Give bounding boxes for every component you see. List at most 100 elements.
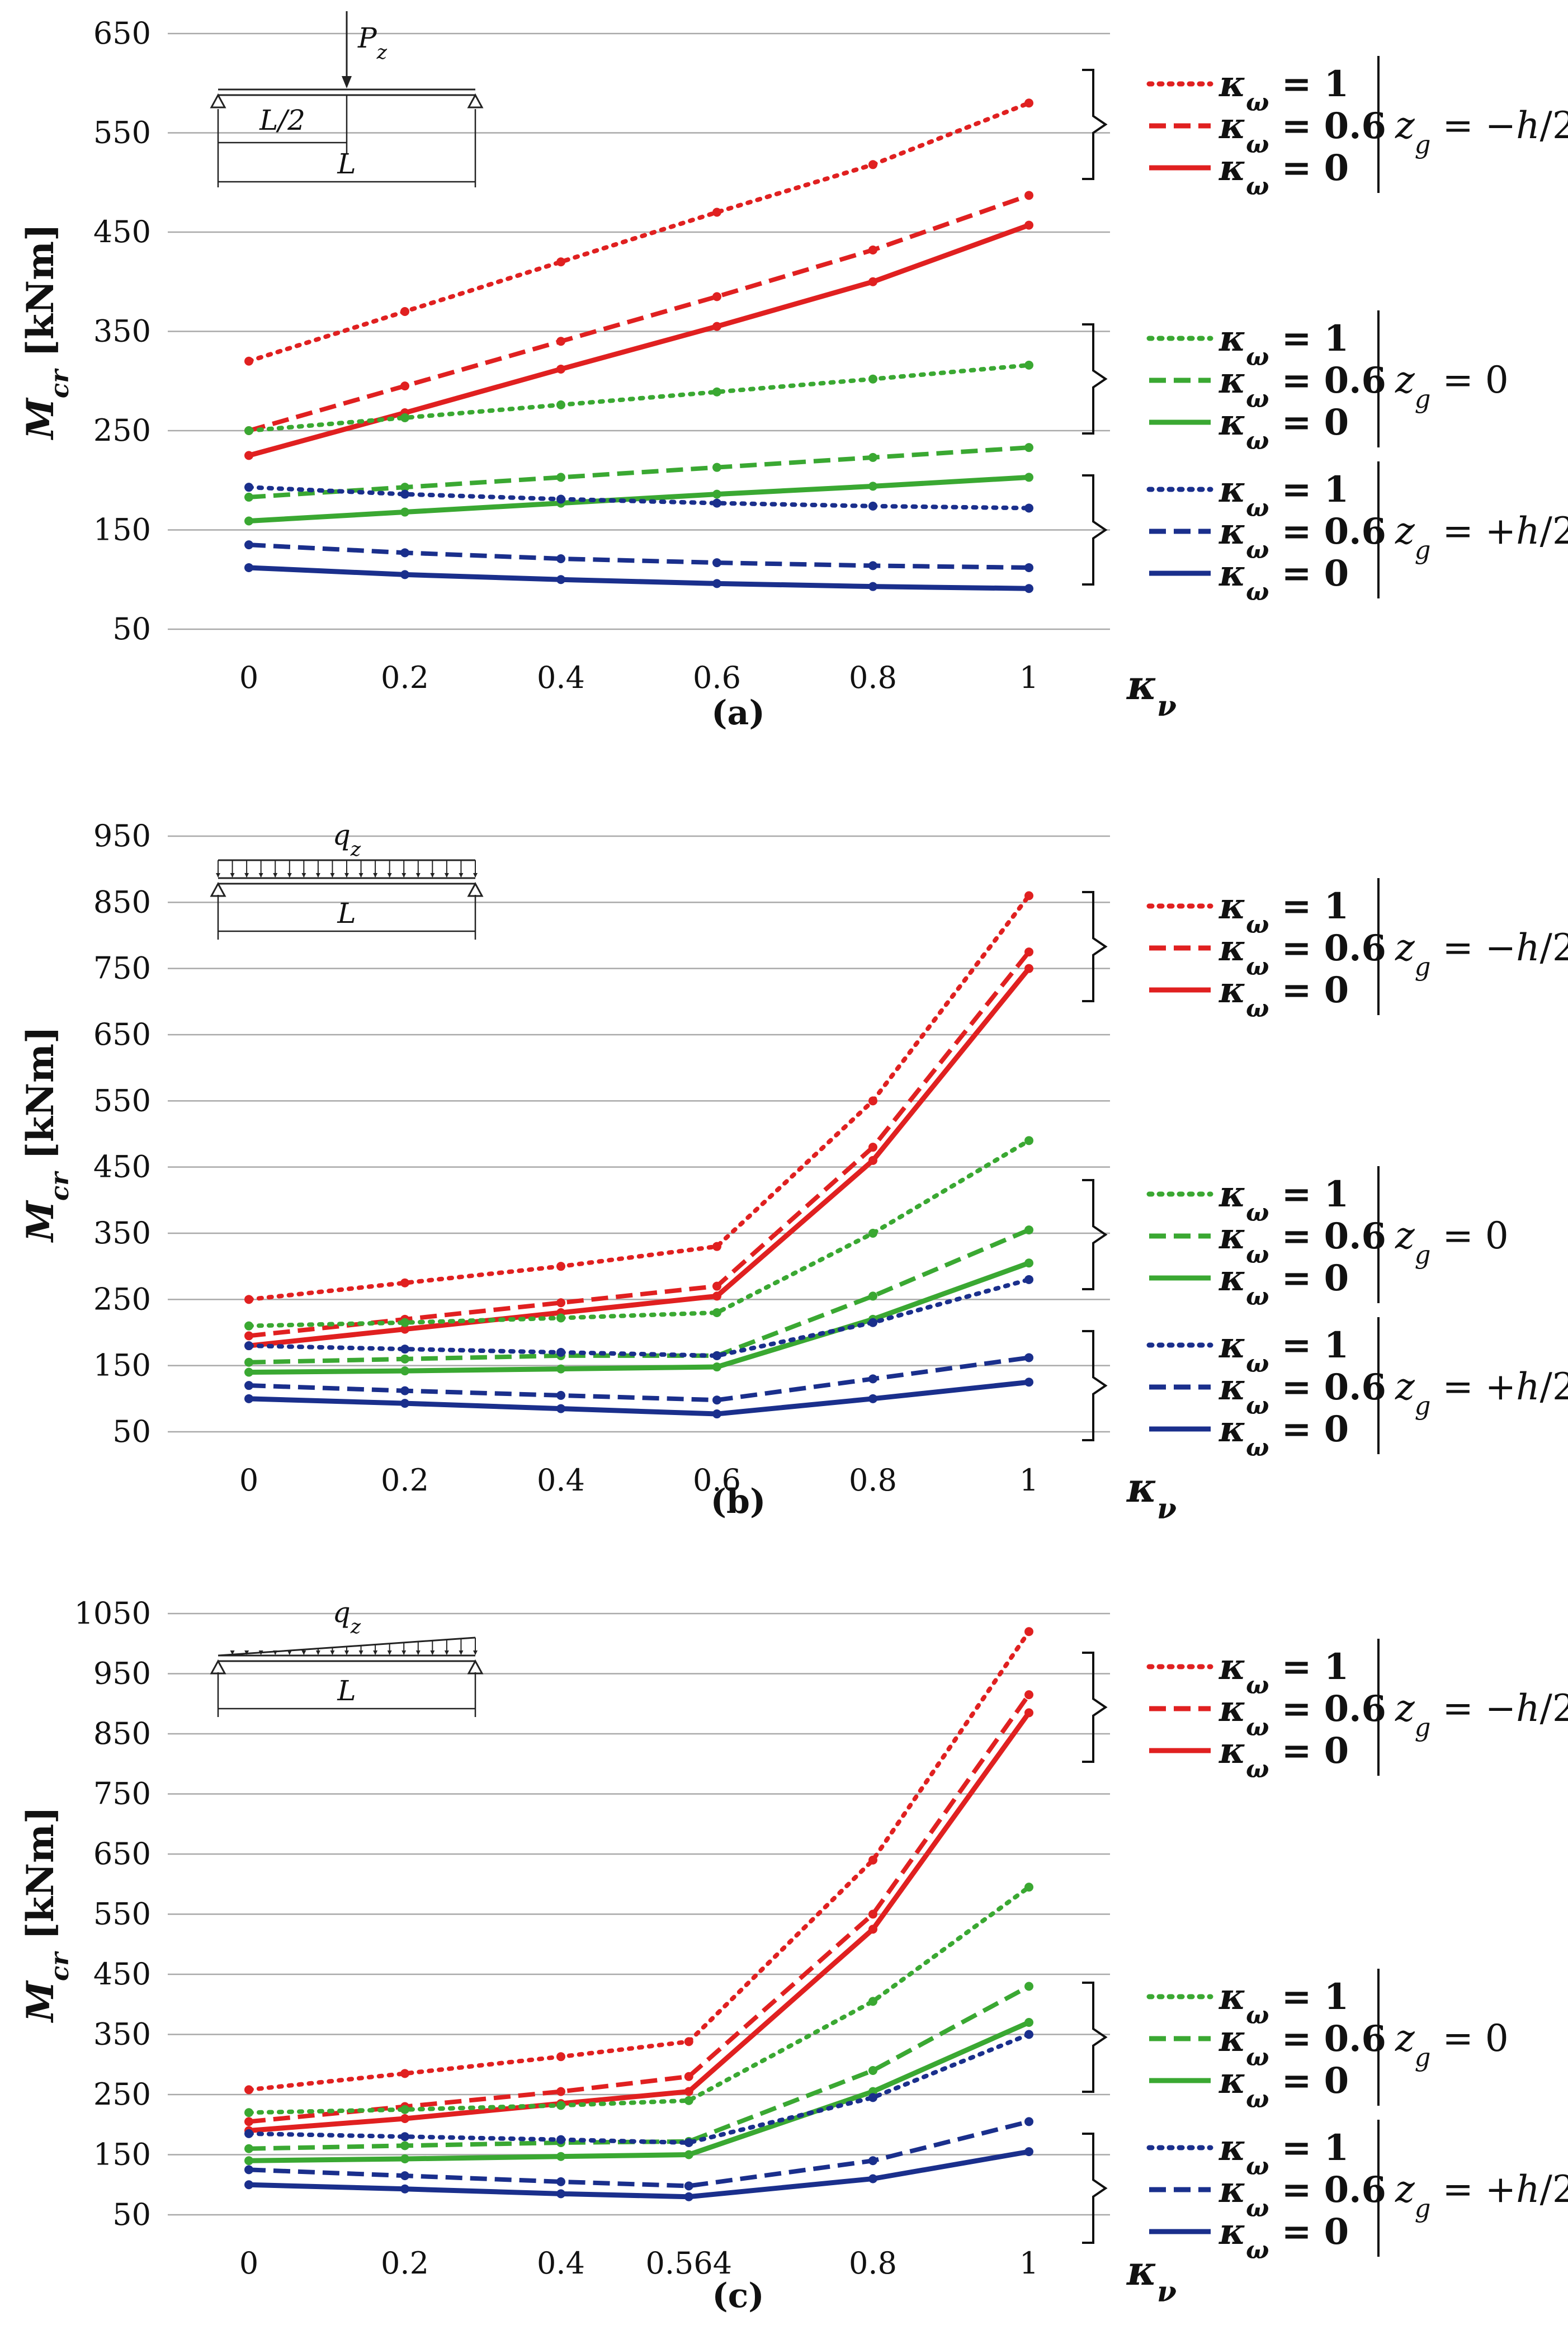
- data-point: [244, 483, 253, 492]
- load-label: qz: [333, 819, 361, 861]
- legend-label: κω = 0: [1218, 1408, 1349, 1462]
- data-point: [1024, 2117, 1033, 2126]
- data-point: [868, 582, 877, 591]
- data-point: [712, 1308, 721, 1317]
- data-point: [400, 413, 409, 422]
- load-envelope: [218, 1636, 476, 1657]
- y-tick-label: 550: [93, 1897, 151, 1932]
- legend-label: κω = 0: [1218, 2060, 1349, 2114]
- data-point: [712, 463, 721, 472]
- series-line: [247, 1138, 1031, 1328]
- series-line: [247, 101, 1031, 364]
- load-diagram: qz L: [210, 819, 484, 940]
- data-point: [684, 2037, 693, 2046]
- data-point: [244, 2108, 253, 2117]
- panel-caption: (b): [711, 1482, 766, 1521]
- data-point: [868, 160, 877, 169]
- y-tick-label: 650: [93, 1017, 151, 1052]
- legend-label: κω = 0: [1218, 147, 1349, 201]
- data-point: [556, 554, 565, 563]
- data-point: [684, 2072, 693, 2081]
- data-point: [868, 2093, 877, 2102]
- legend-label: κω = 1: [1218, 1324, 1349, 1378]
- data-point: [684, 2138, 693, 2147]
- group-label: zg = 0: [1395, 1214, 1509, 1270]
- data-point: [244, 1321, 253, 1331]
- support-icon: [210, 1659, 226, 1675]
- arrow-head-icon: [373, 873, 378, 878]
- data-point: [244, 1394, 253, 1403]
- data-point: [400, 2184, 409, 2194]
- data-point: [868, 245, 877, 254]
- y-tick-label: 250: [93, 2077, 151, 2112]
- data-point: [868, 1291, 877, 1301]
- support-icon: [467, 881, 484, 897]
- data-point: [244, 2180, 253, 2190]
- group-label: zg = +h/2: [1395, 1365, 1568, 1421]
- y-tick-label: 50: [112, 611, 151, 647]
- group-label: zg = −h/2: [1395, 926, 1568, 982]
- series-line: [247, 2032, 1031, 2145]
- arrow-head-icon: [387, 1650, 392, 1655]
- arrow-head-icon: [315, 1650, 320, 1655]
- legend-label: κω = 1: [1218, 1646, 1349, 1700]
- data-point: [1024, 503, 1033, 513]
- data-point: [868, 1394, 877, 1403]
- series-line: [247, 1629, 1031, 2092]
- y-tick-label: 350: [93, 314, 151, 349]
- data-point: [712, 1291, 721, 1301]
- x-tick-label: 0.2: [381, 660, 429, 695]
- data-point: [400, 548, 409, 558]
- legend-group: κω = 1κω = 0.6κω = 0 zg = +h/2: [1082, 2120, 1568, 2265]
- data-point: [556, 2152, 565, 2161]
- series-line: [248, 1261, 1030, 1375]
- arrow-head-icon: [330, 1650, 335, 1655]
- data-point: [400, 2171, 409, 2181]
- data-point: [400, 570, 409, 579]
- data-point: [1024, 98, 1033, 108]
- data-point: [244, 1381, 253, 1390]
- series-line: [248, 966, 1031, 1348]
- data-point: [556, 473, 565, 482]
- group-brace: [1082, 323, 1108, 435]
- y-tick-label: 350: [93, 1215, 151, 1251]
- arrow-head-icon: [344, 1650, 349, 1655]
- legend-label: κω = 0.6: [1218, 1215, 1386, 1269]
- y-tick-label: 50: [112, 1414, 151, 1449]
- series-line: [248, 223, 1030, 458]
- legend-label: κω = 1: [1218, 2127, 1349, 2181]
- series-line: [248, 2119, 1029, 2189]
- legend-group: κω = 1κω = 0.6κω = 0 zg = −h/2: [1082, 56, 1568, 201]
- load-diagram: qz L: [210, 1596, 484, 1717]
- data-point: [712, 1395, 721, 1405]
- x-tick-label: 0.6: [693, 660, 741, 695]
- data-point: [556, 1298, 565, 1308]
- series-line: [248, 1379, 1029, 1417]
- data-point: [400, 489, 409, 499]
- data-point: [556, 2101, 565, 2110]
- data-point: [556, 2189, 565, 2199]
- arrow-head-icon: [330, 873, 335, 878]
- legend-label: κω = 0.6: [1218, 1366, 1386, 1420]
- group-brace: [1082, 891, 1108, 1002]
- data-point: [556, 1348, 565, 1357]
- arrow-head-icon: [473, 873, 478, 878]
- legend-label: κω = 0.6: [1218, 2169, 1386, 2223]
- data-point: [868, 501, 877, 511]
- load-label: Pz: [357, 22, 388, 64]
- legend-label: κω = 1: [1218, 1173, 1349, 1227]
- legend-group: κω = 1κω = 0.6κω = 0 zg = 0: [1082, 1969, 1509, 2114]
- span-label: L: [337, 148, 356, 180]
- y-tick-label: 1050: [74, 1596, 151, 1631]
- data-point: [400, 2141, 409, 2150]
- x-tick-label: 0.4: [537, 2246, 585, 2281]
- arrow-head-icon: [415, 1650, 421, 1655]
- data-point: [868, 2066, 877, 2075]
- data-point: [400, 1324, 409, 1334]
- data-point: [556, 1262, 565, 1271]
- series-line: [247, 362, 1031, 433]
- data-point: [712, 1362, 721, 1372]
- legend-label: κω = 0.6: [1218, 1688, 1386, 1742]
- y-tick-label: 150: [93, 1348, 151, 1383]
- data-point: [712, 207, 721, 217]
